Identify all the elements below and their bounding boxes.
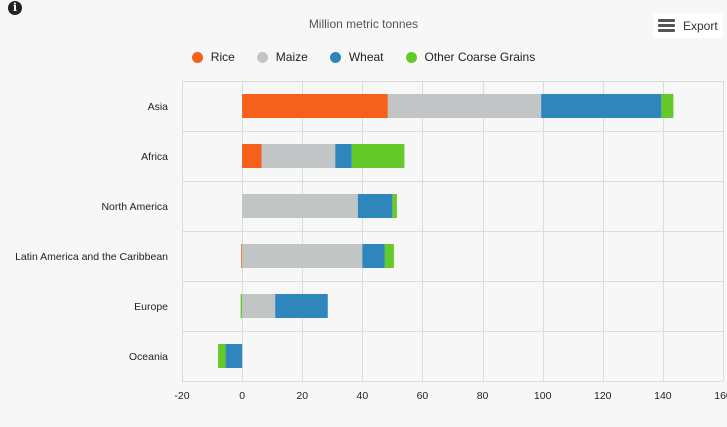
bar-segment [242, 94, 388, 118]
legend: Rice Maize Wheat Other Coarse Grains [0, 50, 727, 64]
legend-swatch [329, 51, 341, 63]
legend-item[interactable]: Other Coarse Grains [405, 50, 536, 64]
bar-segment [541, 94, 662, 118]
bar-segment [384, 244, 394, 268]
bar-segment [357, 194, 393, 218]
category-label: North America [101, 201, 168, 213]
category-label: Asia [148, 101, 169, 113]
bar-segment [225, 344, 243, 368]
x-tick-label: 60 [417, 390, 429, 402]
bar-segment [661, 94, 674, 118]
legend-label: Maize [275, 50, 308, 64]
x-tick-label: 20 [296, 390, 308, 402]
legend-item[interactable]: Wheat [329, 50, 384, 64]
legend-label: Other Coarse Grains [424, 50, 536, 64]
bar-segment [242, 194, 358, 218]
x-tick-label: -20 [174, 390, 189, 402]
menu-icon [658, 19, 675, 32]
x-tick-label: 120 [594, 390, 612, 402]
x-tick-label: 140 [654, 390, 672, 402]
chart-title: Million metric tonnes [308, 17, 419, 31]
export-label: Export [683, 19, 718, 33]
legend-swatch [405, 51, 417, 63]
x-tick-label: 80 [477, 390, 489, 402]
bar-segment [275, 294, 328, 318]
x-tick-label: 0 [239, 390, 245, 402]
x-tick-label: 100 [534, 390, 552, 402]
bar-segment [351, 144, 405, 168]
category-label: Africa [141, 151, 168, 163]
bar-segment [242, 294, 276, 318]
legend-label: Wheat [348, 50, 384, 64]
bar-segment [261, 144, 336, 168]
category-label: Europe [134, 301, 168, 313]
legend-swatch [191, 51, 203, 63]
bar-segment [242, 144, 262, 168]
info-icon[interactable]: i [8, 1, 22, 15]
bar-segment [241, 244, 243, 268]
legend-swatch [256, 51, 268, 63]
bar-segment [362, 244, 385, 268]
x-tick-label: 40 [356, 390, 368, 402]
export-button[interactable]: Export [653, 13, 723, 38]
category-label: Latin America and the Caribbean [15, 251, 168, 263]
bar-segment [218, 344, 226, 368]
legend-item[interactable]: Rice [191, 50, 235, 64]
bar-segment [335, 144, 352, 168]
bar-segment [240, 294, 243, 318]
bar-segment [392, 194, 397, 218]
x-tick-label: 160 [714, 390, 727, 402]
category-label: Oceania [129, 351, 168, 363]
legend-item[interactable]: Maize [256, 50, 308, 64]
bar-segment [242, 244, 363, 268]
bar-segment [387, 94, 542, 118]
legend-label: Rice [210, 50, 235, 64]
